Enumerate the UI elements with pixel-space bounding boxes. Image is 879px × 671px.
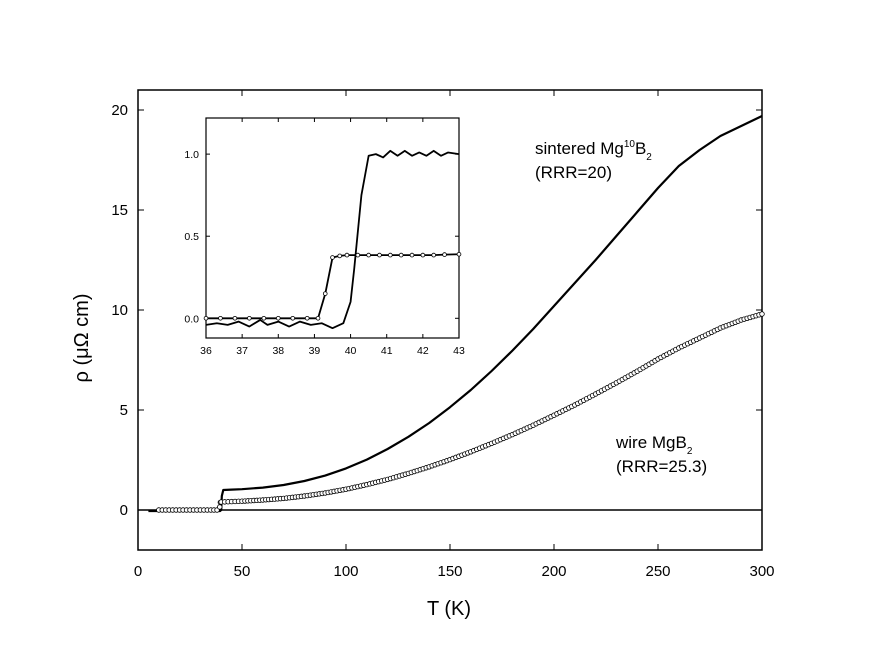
inset-x-tick-label: 41 xyxy=(381,345,393,357)
main-y-tick-label: 20 xyxy=(111,102,128,119)
inset-series-1-point xyxy=(247,315,252,321)
inset-series-1-point xyxy=(398,252,404,258)
main-x-tick-label: 0 xyxy=(134,563,142,580)
inset-series-1-point xyxy=(344,252,350,258)
inset-series-1-point xyxy=(355,252,361,258)
inset-series-1-point xyxy=(232,315,238,321)
inset-series-1-point xyxy=(377,252,382,258)
main-series-1-point xyxy=(217,504,223,510)
inset-x-tick-label: 39 xyxy=(309,345,321,357)
inset-y-tick-label: 0.5 xyxy=(184,231,199,243)
inset-x-tick-label: 37 xyxy=(236,345,248,357)
inset-series-1-point xyxy=(456,251,462,257)
inset-background xyxy=(206,118,459,338)
inset-series-1-point xyxy=(315,315,321,321)
inset-series-1-point xyxy=(442,252,447,257)
inset-y-tick-label: 0.0 xyxy=(184,313,199,325)
inset-series-1-point xyxy=(304,315,310,321)
annotation-wire: wire MgB2 xyxy=(615,433,693,457)
inset-series-1-point xyxy=(290,315,296,321)
annotation-sintered-rrr: (RRR=20) xyxy=(535,163,612,182)
annotation-wire-rrr: (RRR=25.3) xyxy=(616,457,707,476)
main-series-1-point xyxy=(759,311,765,317)
inset-x-tick-label: 43 xyxy=(453,345,465,357)
main-x-tick-label: 250 xyxy=(645,563,670,580)
inset-y-tick-label: 1.0 xyxy=(184,149,199,161)
main-y-tick-label: 10 xyxy=(111,302,128,319)
inset-x-tick-label: 40 xyxy=(345,345,357,357)
main-x-tick-label: 300 xyxy=(749,563,774,580)
inset-plot: 36 37 38 39 40 41 42 43 0.0 0.5 1.0 xyxy=(184,117,465,357)
inset-x-tick-label: 36 xyxy=(200,345,212,357)
main-series-0-line xyxy=(148,115,763,513)
inset-series-1-point xyxy=(431,252,437,258)
main-x-tick-label: 50 xyxy=(234,563,251,580)
main-y-tick-label: 0 xyxy=(120,502,128,519)
main-y-tick-label: 15 xyxy=(111,202,128,219)
inset-frame xyxy=(205,117,460,339)
inset-series-0-line xyxy=(205,149,460,330)
inset-series-1-markers xyxy=(203,251,462,321)
inset-series-1-point xyxy=(330,255,335,260)
inset-series-1-point xyxy=(409,252,415,258)
inset-series-1-point xyxy=(218,315,223,321)
x-axis-title: T (K) xyxy=(427,598,471,620)
inset-series-1-point xyxy=(366,252,371,258)
annotation-sintered: sintered Mg10B2 xyxy=(535,139,652,163)
y-axis-title: ρ (μΩ cm) xyxy=(71,294,93,383)
main-y-tick-label: 5 xyxy=(120,402,128,419)
main-x-tick-label: 200 xyxy=(541,563,566,580)
inset-x-tick-label: 42 xyxy=(417,345,429,357)
inset-series-1-point xyxy=(275,315,281,321)
inset-series-1-point xyxy=(337,253,343,259)
inset-series-1-point xyxy=(322,291,328,296)
main-plot: 0 50 100 150 200 250 300 0 5 10 15 20 xyxy=(111,89,775,580)
main-x-tick-label: 150 xyxy=(437,563,462,580)
inset-series-1-point xyxy=(261,315,267,321)
inset-series-1-point xyxy=(203,315,209,321)
main-series-1-markers xyxy=(156,311,765,513)
inset-series-1-point xyxy=(388,252,393,258)
inset-series-1-point xyxy=(420,252,426,258)
inset-x-tick-label: 38 xyxy=(272,345,284,357)
main-x-tick-label: 100 xyxy=(333,563,358,580)
